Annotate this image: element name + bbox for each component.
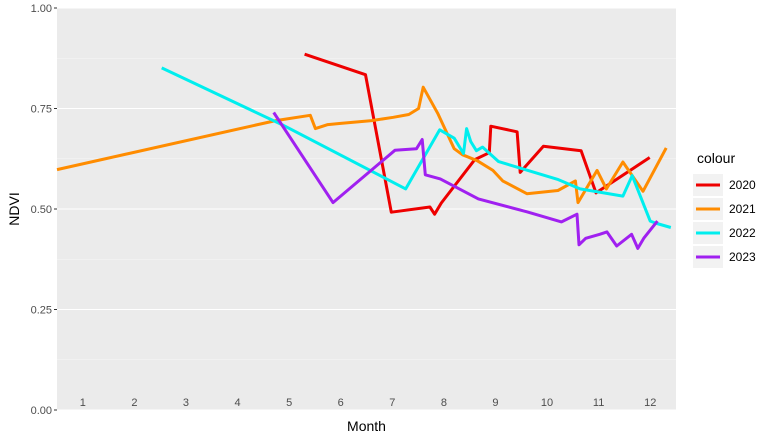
- x-tick-label: 9: [492, 397, 498, 409]
- y-tick-label: 0.75: [31, 104, 52, 116]
- x-tick-label: 6: [338, 397, 344, 409]
- x-axis-title: Month: [347, 418, 386, 434]
- legend-label-2023: 2023: [729, 250, 756, 264]
- series-line-2023: [272, 111, 659, 250]
- x-tick-label: 2: [131, 397, 137, 409]
- y-tick-label: 1.00: [31, 3, 52, 15]
- series-line-2022: [161, 66, 672, 229]
- y-axis: 0.00 0.25 0.50 0.75 1.00: [31, 3, 57, 417]
- x-tick-label: 10: [541, 397, 553, 409]
- x-tick-label: 5: [286, 397, 292, 409]
- y-tick-label: 0.50: [31, 204, 52, 216]
- legend-label-2020: 2020: [729, 178, 756, 192]
- y-tick-label: 0.00: [31, 405, 52, 417]
- series-lines: [56, 52, 672, 250]
- x-tick-label: 3: [183, 397, 189, 409]
- legend: colour 2020 2021 2022 2023: [693, 150, 756, 268]
- y-tick-label: 0.25: [31, 305, 52, 317]
- legend-title: colour: [697, 150, 735, 166]
- legend-label-2021: 2021: [729, 202, 756, 216]
- x-axis: 1 2 3 4 5 6 7 8 9 10 11 12: [80, 397, 657, 409]
- x-tick-label: 4: [234, 397, 240, 409]
- x-tick-label: 12: [644, 397, 656, 409]
- grid-minor: [57, 57, 676, 361]
- x-tick-label: 1: [80, 397, 86, 409]
- x-tick-label: 7: [389, 397, 395, 409]
- x-tick-label: 11: [593, 397, 604, 409]
- x-tick-label: 8: [441, 397, 447, 409]
- grid-major: [57, 7, 676, 411]
- legend-label-2022: 2022: [729, 226, 756, 240]
- y-axis-title: NDVI: [6, 192, 22, 225]
- series-line-2021: [56, 85, 668, 205]
